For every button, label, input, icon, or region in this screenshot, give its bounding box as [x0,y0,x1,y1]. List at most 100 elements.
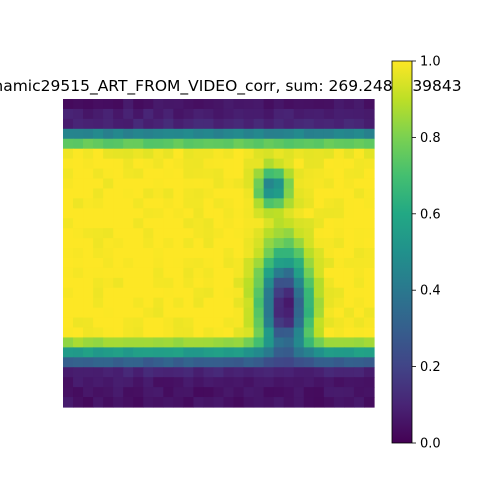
heatmap-cell [343,297,355,309]
heatmap-cell [283,238,295,249]
heatmap-cell [353,218,365,229]
heatmap-cell [83,277,94,289]
heatmap-cell [73,317,84,329]
heatmap-cell [83,228,94,239]
heatmap-cell [113,178,124,190]
heatmap-cell [283,357,295,368]
heatmap-cell [103,397,114,408]
heatmap-cell [273,267,285,279]
heatmap-cell [243,297,255,309]
heatmap-cell [343,277,355,289]
heatmap-cell [183,317,195,329]
heatmap-cell [303,198,315,209]
heatmap-cell [203,218,215,229]
heatmap-cell [323,138,335,150]
heatmap-cell [323,248,335,259]
heatmap-cell [253,158,265,170]
heatmap-cell [363,208,375,219]
heatmap-cell [343,158,355,170]
heatmap-cell [123,317,134,329]
heatmap-cell [333,128,345,140]
heatmap-cell [63,347,74,358]
heatmap-cell [83,387,94,398]
heatmap-cell [253,138,265,150]
heatmap-cell [113,248,124,259]
heatmap-cell [313,128,325,140]
heatmap-cell [263,317,275,329]
heatmap-cell [93,287,104,299]
heatmap-cell [153,257,164,269]
heatmap-cell [133,257,144,269]
heatmap-cell [133,178,144,190]
heatmap-cell [113,188,124,199]
heatmap-cell [313,188,325,199]
heatmap-cell [363,347,375,358]
heatmap-cell [73,148,84,160]
heatmap-cell [313,377,325,388]
heatmap-cell [83,178,94,190]
heatmap-cell [203,108,215,120]
heatmap-cell [103,188,114,199]
heatmap-cell [83,248,94,259]
heatmap-cell [283,128,295,140]
heatmap-cell [133,248,144,259]
heatmap-cell [83,377,94,388]
heatmap-cell [283,208,295,219]
heatmap-cell [63,287,74,299]
heatmap-cell [273,188,285,199]
heatmap-cell [73,397,84,408]
heatmap-cell [363,307,375,319]
heatmap-cell [93,168,104,180]
heatmap-cell [163,99,174,110]
heatmap-cell [143,228,154,239]
heatmap-cell [103,208,114,219]
heatmap-cell [103,118,114,130]
heatmap-cell [153,208,164,219]
heatmap-cell [163,208,174,219]
colorbar-tick-label: 0.4 [420,284,441,299]
heatmap-cell [163,218,174,229]
heatmap-cell [163,178,174,190]
heatmap-cell [353,208,365,219]
heatmap-cell [233,188,245,199]
colorbar-fill [392,61,412,443]
heatmap-cell [263,128,275,140]
heatmap-cell [263,397,275,408]
heatmap-cell [223,99,235,110]
heatmap-cell [103,277,114,289]
heatmap-cell [233,307,245,319]
heatmap-cell [243,148,255,160]
heatmap-cell [263,158,275,170]
heatmap-cell [123,327,134,339]
heatmap-cell [353,228,365,239]
heatmap-cell [343,198,355,209]
heatmap-cell [353,168,365,180]
heatmap-cell [173,277,184,289]
heatmap-cell [163,118,174,130]
heatmap-cell [363,118,375,130]
heatmap-cell [183,257,195,269]
heatmap-cell [163,267,174,279]
heatmap-cell [303,108,315,120]
heatmap-cell [153,138,164,150]
heatmap-cell [213,397,225,408]
heatmap-cell [273,297,285,309]
heatmap-cell [283,397,295,408]
heatmap-cell [363,238,375,249]
heatmap-cell [283,297,295,309]
heatmap-cell [153,387,164,398]
heatmap-cell [243,307,255,319]
heatmap-cell [293,297,305,309]
heatmap-cell [183,218,195,229]
heatmap-cell [293,168,305,180]
heatmap-cell [293,118,305,130]
heatmap-cell [213,188,225,199]
heatmap-cell [293,307,305,319]
heatmap-cell [113,317,124,329]
heatmap-cell [213,337,225,348]
heatmap-cell [93,337,104,348]
heatmap-cell [243,198,255,209]
heatmap-cell [233,297,245,309]
heatmap-cell [253,277,265,289]
heatmap-cell [73,347,84,358]
